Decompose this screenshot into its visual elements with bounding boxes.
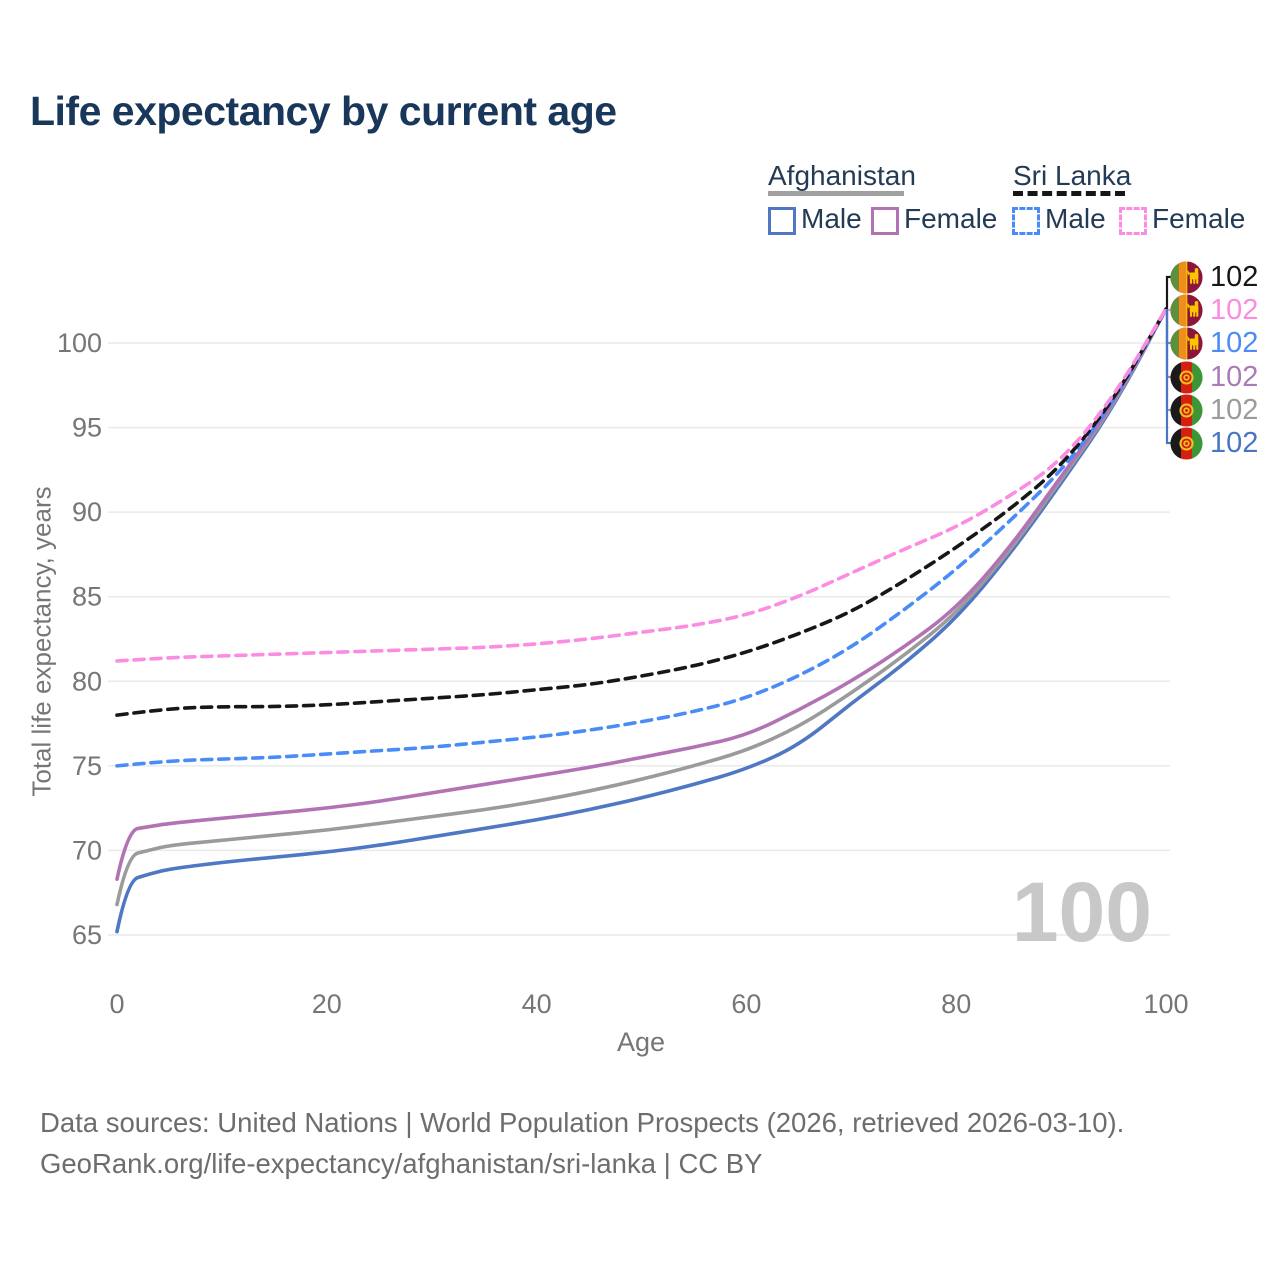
end-label: 102 — [1170, 360, 1258, 394]
series-line-sri-lanka-male[interactable] — [115, 307, 1168, 768]
page-title: Life expectancy by current age — [30, 88, 617, 134]
y-axis-title: Total life expectancy, years — [26, 486, 57, 797]
y-tick-label: 75 — [72, 751, 102, 781]
y-tick-label: 90 — [72, 497, 102, 527]
y-tick-label: 95 — [72, 413, 102, 443]
x-tick-label: 60 — [731, 989, 761, 1019]
legend-item-sri-lanka-female[interactable]: Female — [1152, 203, 1246, 234]
x-tick-label: 0 — [109, 989, 124, 1019]
end-label-value: 102 — [1210, 260, 1259, 293]
legend-item-afghanistan-male[interactable]: Male — [801, 203, 862, 234]
end-label: 102 — [1170, 393, 1258, 427]
x-tick-label: 20 — [312, 989, 342, 1019]
end-label-value: 102 — [1210, 426, 1259, 459]
afghanistan-flag-icon — [1170, 426, 1203, 460]
series-line-afghanistan-male[interactable] — [115, 307, 1168, 934]
afghanistan-flag-icon — [1170, 360, 1203, 394]
footer-sources: Data sources: United Nations | World Pop… — [40, 1107, 1125, 1138]
end-label-value: 102 — [1210, 360, 1259, 393]
end-label-value: 102 — [1210, 293, 1259, 326]
y-tick-label: 80 — [72, 666, 102, 696]
legend-linestyle-solid-icon — [768, 191, 904, 196]
legend-group-sri-lanka[interactable]: Sri Lanka — [1013, 160, 1132, 191]
end-label: 102 — [1170, 293, 1258, 327]
x-tick-label: 40 — [522, 989, 552, 1019]
y-tick-label: 85 — [72, 582, 102, 612]
legend-group-afghanistan[interactable]: Afghanistan — [768, 160, 916, 191]
legend-swatch-sri-lanka-male[interactable] — [1012, 207, 1040, 235]
series-line-sri-lanka-female[interactable] — [115, 307, 1168, 663]
afghanistan-flag-icon — [1170, 393, 1203, 427]
x-tick-label: 80 — [941, 989, 971, 1019]
sri-lanka-flag-icon — [1170, 293, 1203, 327]
y-tick-label: 70 — [72, 835, 102, 865]
legend-swatch-afghanistan-male[interactable] — [768, 207, 796, 235]
series-line-afghanistan-female[interactable] — [115, 307, 1168, 881]
sri-lanka-flag-icon — [1170, 326, 1203, 360]
footer-url: GeoRank.org/life-expectancy/afghanistan/… — [40, 1148, 763, 1179]
footer: Data sources: United Nations | World Pop… — [40, 1102, 1124, 1184]
x-tick-label: 100 — [1143, 989, 1188, 1019]
y-tick-label: 65 — [72, 920, 102, 950]
x-axis-title: Age — [617, 1027, 665, 1057]
legend-item-afghanistan-female[interactable]: Female — [904, 203, 998, 234]
legend-swatch-sri-lanka-female[interactable] — [1119, 207, 1147, 235]
watermark: 100 — [1012, 865, 1152, 959]
series-line-afghanistan-all[interactable] — [115, 307, 1168, 907]
legend-item-sri-lanka-male[interactable]: Male — [1045, 203, 1106, 234]
end-label: 102 — [1170, 260, 1258, 294]
end-label: 102 — [1170, 426, 1258, 460]
end-label-value: 102 — [1210, 326, 1259, 359]
y-tick-label: 100 — [57, 328, 102, 358]
series-line-sri-lanka-all[interactable] — [115, 307, 1168, 717]
legend-linestyle-dashed-icon — [1013, 191, 1125, 196]
end-label: 102 — [1170, 326, 1258, 360]
legend-swatch-afghanistan-female[interactable] — [871, 207, 899, 235]
end-label-value: 102 — [1210, 393, 1259, 426]
sri-lanka-flag-icon — [1170, 260, 1203, 294]
